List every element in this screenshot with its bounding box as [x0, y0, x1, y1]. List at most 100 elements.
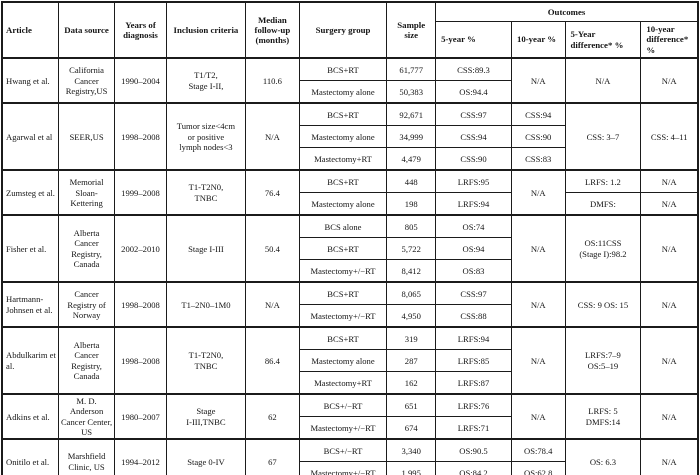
surgery-cell: BCS+RT [298, 326, 388, 351]
table-row: Mastectomy+/−RT 674 LRFS:71 [2, 416, 698, 440]
5year-cell: CSS:90 [435, 147, 512, 171]
table-row: Mastectomy+/−RT 1,995 OS:84.2 OS:62.8 [2, 461, 698, 475]
data-source-cell: California Cancer Registry,US [57, 57, 116, 104]
5year-cell: CSS:97 [435, 281, 512, 306]
5year-cell: OS:83 [435, 259, 512, 283]
sample-cell: 8,065 [386, 281, 437, 306]
sample-cell: 805 [386, 214, 437, 239]
table-row: Agarwal et al SEER,US 1998–2008 Tumor si… [1, 102, 699, 171]
data-source-cell: Alberta Cancer Registry, Canada [57, 326, 116, 395]
sample-cell: 50,383 [386, 80, 437, 104]
10year-cell: N/A [510, 393, 566, 440]
sample-cell: 287 [386, 349, 437, 373]
header-5year-difference: 5-Year difference* % [564, 21, 642, 60]
surgery-cell: Mastectomy alone [298, 192, 388, 216]
sample-cell: 448 [386, 169, 437, 194]
article-cell: Zumsteg et al. [1, 169, 59, 216]
surgery-cell: Mastectomy+RT [298, 371, 388, 395]
article-cell: Hartmann-Johnsen et al. [1, 281, 59, 328]
table-row: Mastectomy+/−RT 8,412 OS:83 [2, 259, 698, 283]
5year-cell: LRFS:85 [435, 349, 512, 373]
header-outcomes: Outcomes [435, 1, 699, 22]
10year-cell: CSS:83 [510, 147, 566, 171]
data-source-cell: Memorial Sloan-Kettering [57, 169, 116, 216]
table-row: Hwang et al. California Cancer Registry,… [1, 57, 699, 104]
median-cell: 110.6 [245, 57, 300, 104]
inclusion-cell: Tumor size<4cm or positive lymph nodes<3 [165, 102, 247, 171]
surgery-cell: BCS+/−RT [298, 438, 388, 463]
surgery-cell: BCS+RT [298, 102, 388, 127]
10year-diff-cell: N/A [640, 192, 699, 216]
header-5year: 5-year % [435, 21, 512, 60]
article-cell: Abdulkarim et al. [1, 326, 59, 395]
5year-cell: CSS:94 [435, 125, 512, 149]
median-cell: 76.4 [245, 169, 300, 216]
5year-cell: OS:94.4 [435, 80, 512, 104]
header-article: Article [1, 1, 59, 59]
5year-diff-cell: LRFS: 5 DMFS:14 [564, 393, 642, 440]
table-row: Mastectomy alone 287 LRFS:85 [2, 349, 698, 373]
sample-cell: 1,995 [386, 461, 437, 475]
5year-cell: LRFS:94 [435, 192, 512, 216]
5year-cell: LRFS:71 [435, 416, 512, 440]
5year-diff-cell: LRFS:7–9 OS:5–19 [564, 326, 642, 395]
surgery-cell: Mastectomy+RT [298, 147, 388, 171]
table-row: Mastectomy+/−RT 4,950 CSS:88 [2, 304, 698, 328]
surgery-cell: BCS+RT [298, 237, 388, 261]
10year-cell: OS:62.8 [510, 461, 566, 475]
inclusion-cell: Stage I-III [165, 214, 247, 283]
surgery-cell: Mastectomy+/−RT [298, 259, 388, 283]
sample-cell: 3,340 [386, 438, 437, 463]
median-cell: N/A [245, 281, 300, 328]
header-data-source: Data source [57, 1, 116, 59]
surgery-cell: Mastectomy alone [298, 349, 388, 373]
5year-cell: OS:74 [435, 214, 512, 239]
5year-cell: LRFS:76 [435, 393, 512, 418]
sample-cell: 4,950 [386, 304, 437, 328]
header-years: Years of diagnosis [114, 1, 167, 59]
inclusion-cell: T1-T2N0, TNBC [165, 326, 247, 395]
years-cell: 1994–2012 [114, 438, 167, 475]
5year-cell: LRFS:95 [435, 169, 512, 194]
5year-diff-cell: OS:11CSS (Stage I):98.2 [564, 214, 642, 283]
5year-cell: OS:84.2 [435, 461, 512, 475]
table-row: Zumsteg et al. Memorial Sloan-Kettering … [1, 169, 699, 216]
article-cell: Fisher et al. [1, 214, 59, 283]
10year-cell: CSS:94 [510, 102, 566, 127]
10year-diff-cell: N/A [640, 281, 699, 328]
sample-cell: 319 [386, 326, 437, 351]
header-surgery-group: Surgery group [298, 1, 388, 59]
table-row: Mastectomy alone 50,383 OS:94.4 [2, 80, 698, 104]
table-row: Hartmann-Johnsen et al. Cancer Registry … [1, 281, 699, 328]
data-source-cell: Cancer Registry of Norway [57, 281, 116, 328]
10year-diff-cell: N/A [640, 169, 699, 194]
10year-cell: N/A [510, 57, 566, 104]
table-row: Adkins et al. M. D. Anderson Cancer Cent… [1, 393, 699, 440]
median-cell: 62 [245, 393, 300, 440]
10year-cell: N/A [510, 281, 566, 328]
years-cell: 1998–2008 [114, 281, 167, 328]
inclusion-cell: T1-T2N0, TNBC [165, 169, 247, 216]
median-cell: 86.4 [245, 326, 300, 395]
sample-cell: 92,671 [386, 102, 437, 127]
5year-diff-cell: OS: 6.3 [564, 438, 642, 475]
table-row: BCS+RT 5,722 OS:94 [2, 237, 698, 261]
10year-diff-cell: N/A [640, 57, 699, 104]
surgery-cell: BCS+RT [298, 281, 388, 306]
10year-cell: CSS:90 [510, 125, 566, 149]
10year-diff-cell: N/A [640, 393, 699, 440]
5year-cell: CSS:97 [435, 102, 512, 127]
inclusion-cell: Stage 0-IV [165, 438, 247, 475]
table-row: Mastectomy+RT 4,479 CSS:90 CSS:83 [2, 147, 698, 171]
sample-cell: 674 [386, 416, 437, 440]
sample-cell: 5,722 [386, 237, 437, 261]
surgery-cell: BCS alone [298, 214, 388, 239]
sample-cell: 162 [386, 371, 437, 395]
sample-cell: 61,777 [386, 57, 437, 82]
surgery-cell: Mastectomy alone [298, 125, 388, 149]
5year-cell: CSS:89.3 [435, 57, 512, 82]
5year-cell: LRFS:94 [435, 326, 512, 351]
header-10year: 10-year % [510, 21, 566, 60]
inclusion-cell: Stage I-III,TNBC [165, 393, 247, 440]
